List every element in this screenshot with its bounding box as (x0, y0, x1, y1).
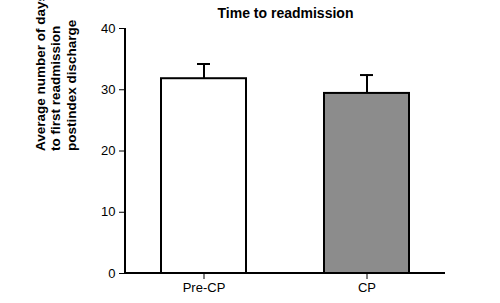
svg-text:Time to readmission: Time to readmission (218, 5, 354, 21)
svg-text:20: 20 (101, 143, 115, 158)
svg-text:Pre-CP: Pre-CP (183, 280, 226, 295)
svg-text:Average number of daysto first: Average number of daysto first readmissi… (33, 0, 79, 151)
svg-text:0: 0 (108, 266, 115, 281)
svg-text:10: 10 (101, 204, 115, 219)
svg-text:CP: CP (358, 280, 376, 295)
svg-text:40: 40 (101, 21, 115, 36)
svg-text:30: 30 (101, 82, 115, 97)
